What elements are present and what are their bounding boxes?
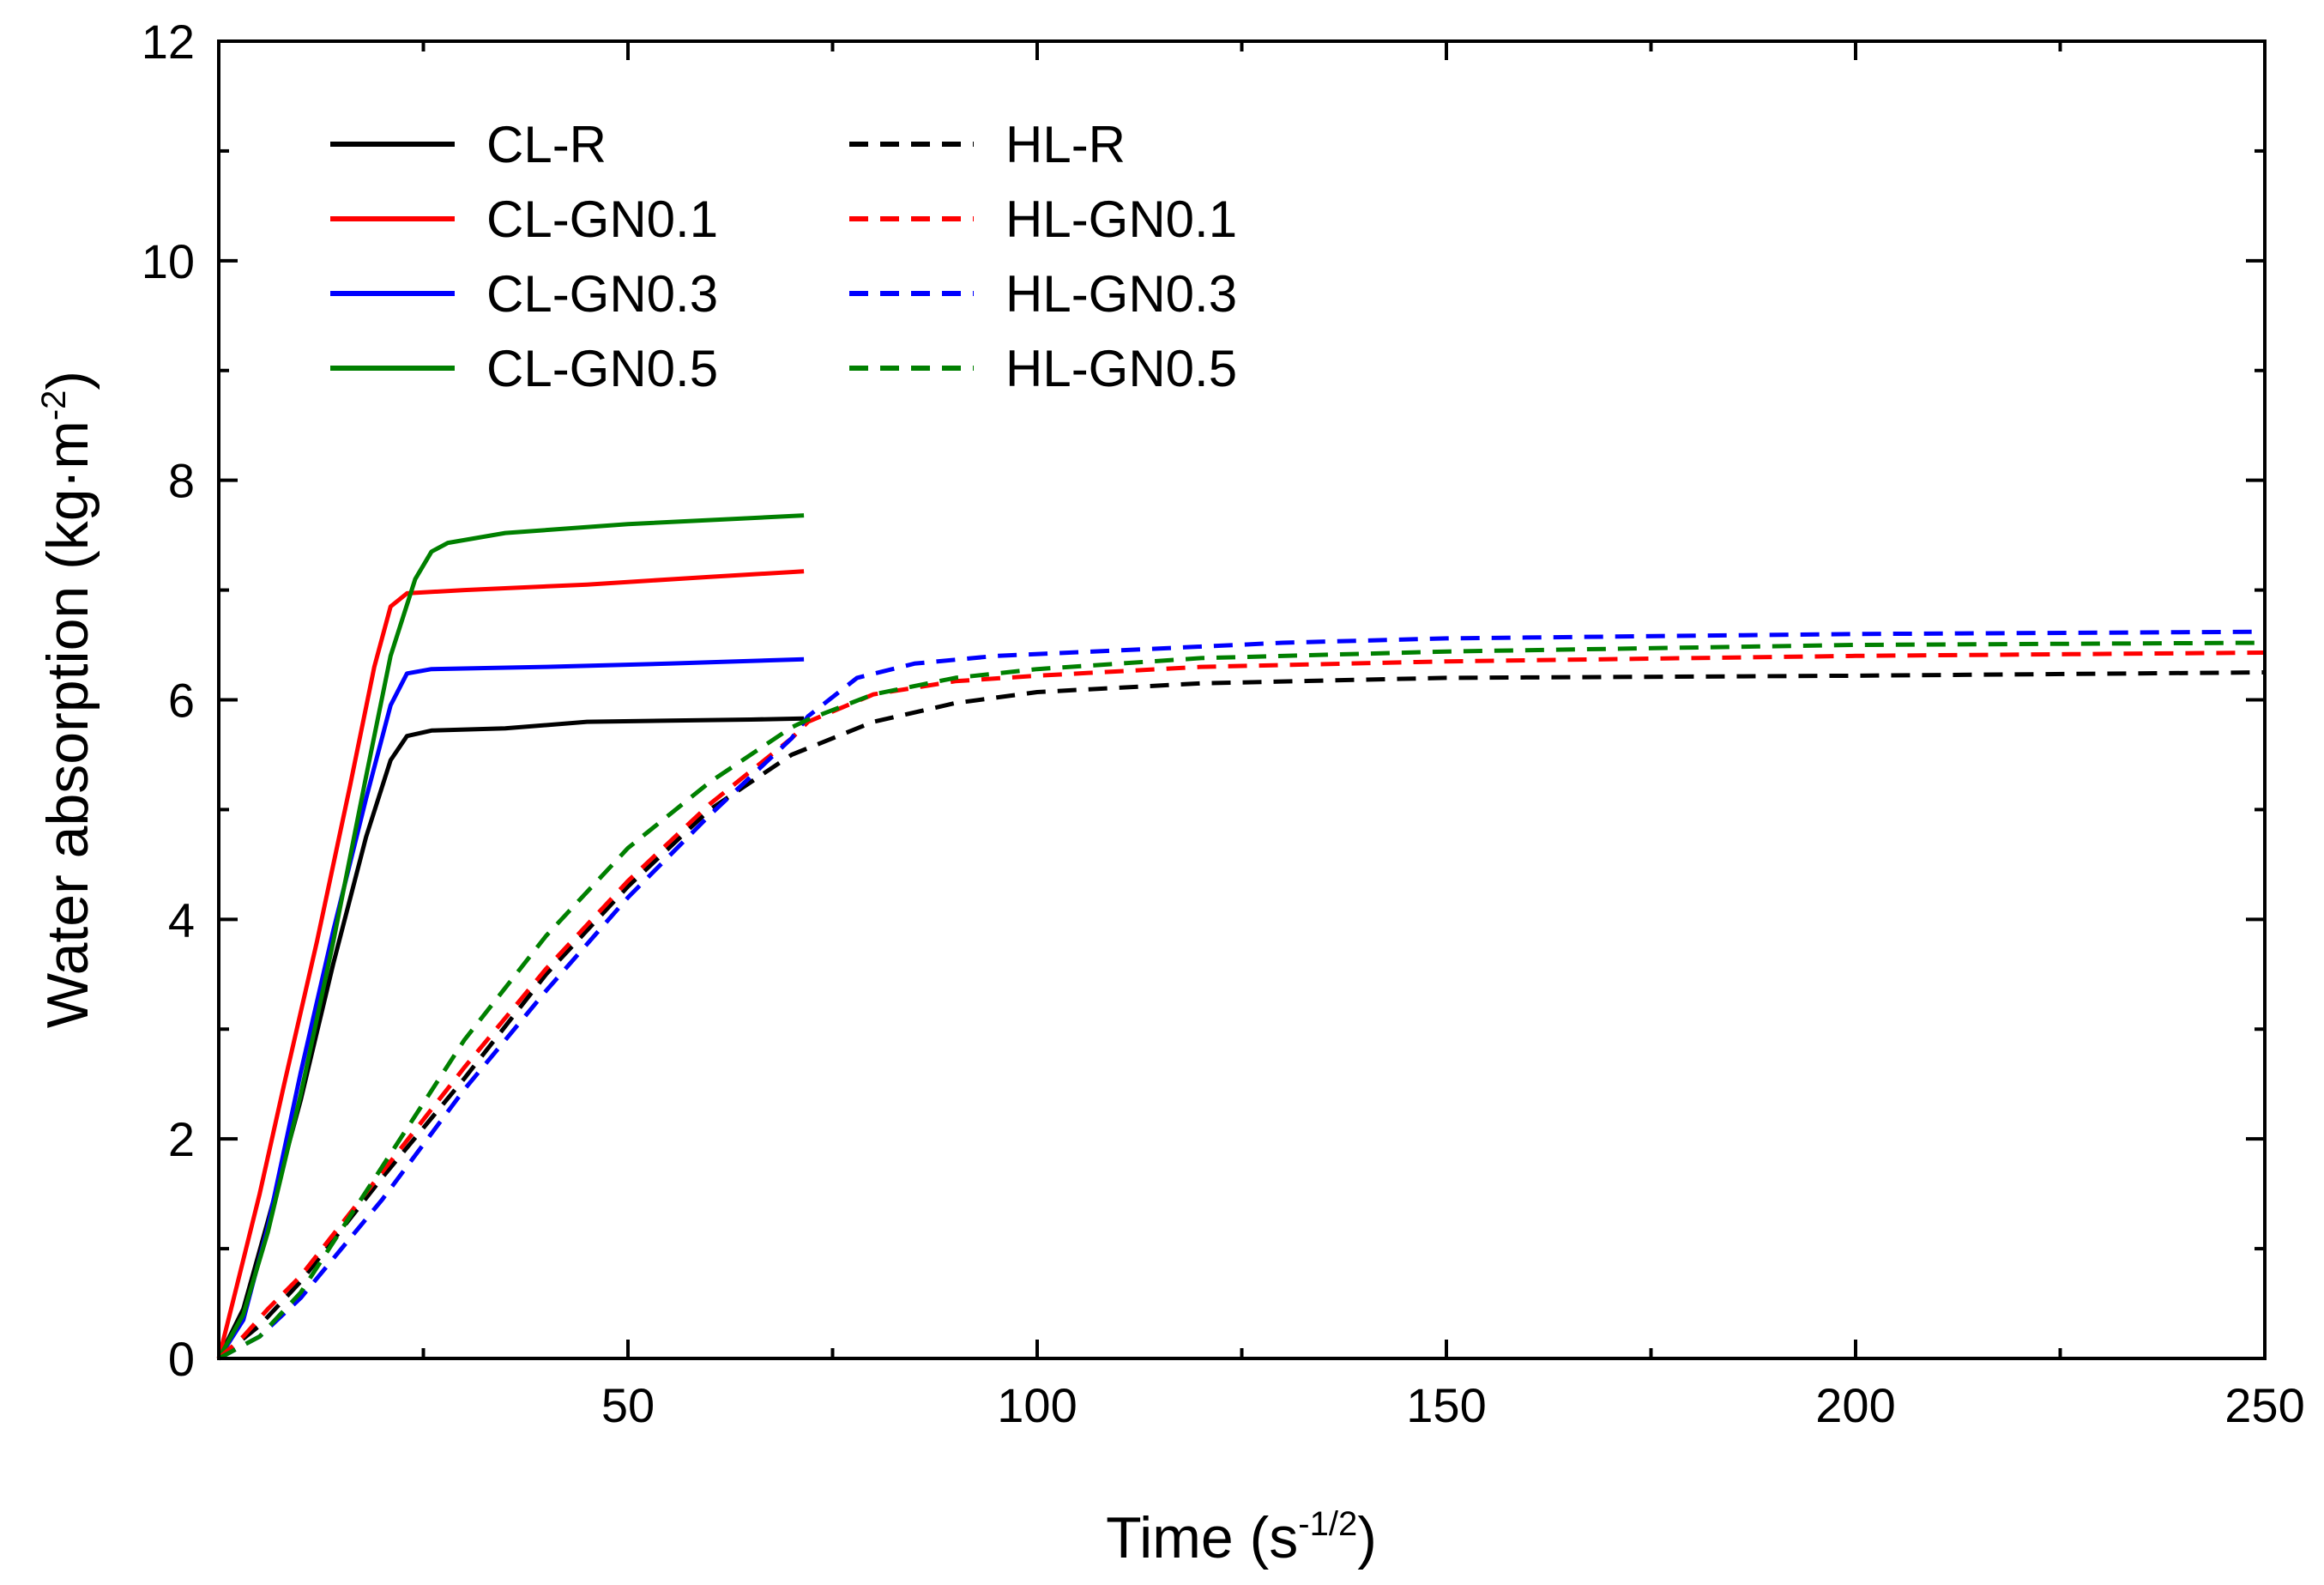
- ticks-layer: 50 100 150 200 250 0 2 4 6 8 10 12: [142, 15, 2305, 1432]
- legend: CL-R CL-GN0.1 CL-GN0.3 CL-GN0.5 HL-R HL-GN0.1…: [330, 116, 1237, 397]
- x-tick-label: 50: [601, 1378, 655, 1432]
- y-tick-label: 2: [168, 1112, 195, 1166]
- legend-label: HL-GN0.5: [1005, 340, 1237, 397]
- legend-label: CL-GN0.5: [486, 340, 718, 397]
- legend-label: CL-GN0.1: [486, 191, 718, 248]
- series-line-cl-gn05: [216, 513, 805, 1360]
- y-tick-label: 12: [142, 15, 195, 69]
- x-tick-label: 200: [1815, 1378, 1895, 1432]
- x-tick-label: 100: [997, 1378, 1077, 1432]
- y-tick-label: 8: [168, 454, 195, 508]
- y-tick-label: 6: [168, 674, 195, 728]
- legend-label: HL-GN0.1: [1005, 191, 1237, 248]
- series-line-hl-gn03: [217, 629, 2266, 1361]
- series-line-hl-gn01: [217, 650, 2266, 1360]
- x-tick-label: 150: [1406, 1378, 1486, 1432]
- legend-label: CL-GN0.3: [486, 265, 718, 323]
- x-axis-title: Time (s-1/2): [1106, 1505, 1377, 1570]
- legend-label: HL-GN0.3: [1005, 265, 1237, 323]
- series-line-cl-gn03: [216, 656, 805, 1360]
- y-tick-label: 0: [168, 1332, 195, 1386]
- x-tick-label: 250: [2224, 1378, 2304, 1432]
- series-line-hl-gn05: [217, 640, 2266, 1361]
- y-axis-title: Water absorption (kg·m-2): [35, 371, 100, 1028]
- series-line-cl-gn01: [216, 569, 805, 1359]
- series-line-hl-r: [217, 670, 2266, 1360]
- legend-label: CL-R: [486, 116, 607, 173]
- series-layer: [216, 513, 2266, 1361]
- y-tick-label: 10: [142, 234, 195, 288]
- legend-label: HL-R: [1005, 116, 1126, 173]
- y-tick-label: 4: [168, 892, 195, 947]
